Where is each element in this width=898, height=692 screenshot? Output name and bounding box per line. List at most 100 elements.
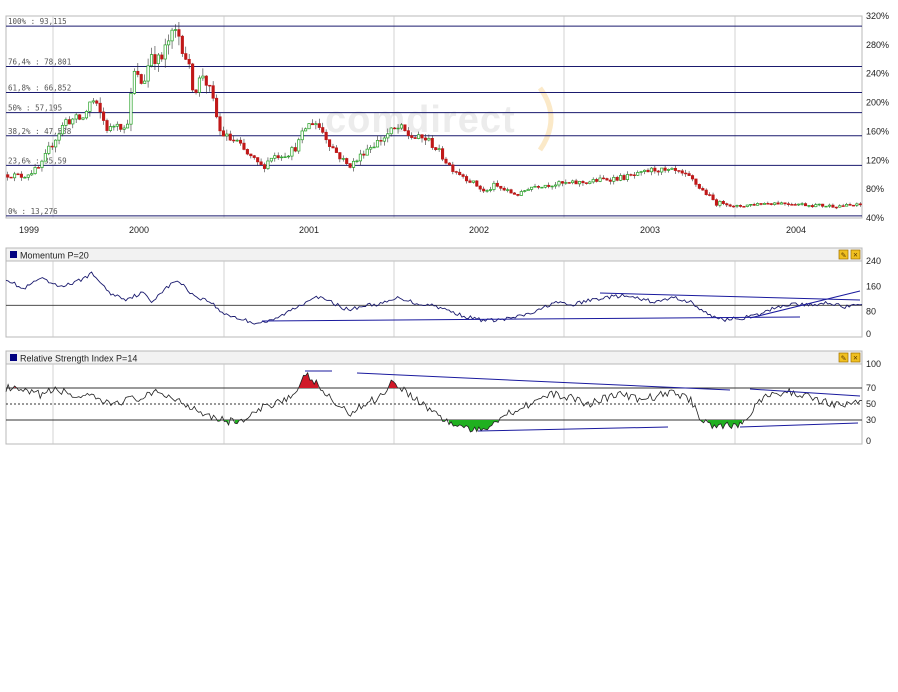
momentum-trendline-support xyxy=(261,316,801,322)
candle-down xyxy=(622,175,626,180)
candle-down xyxy=(242,142,246,150)
candle-down xyxy=(701,188,705,191)
candle-up xyxy=(355,160,359,163)
candle-down xyxy=(581,181,585,184)
momentum-edit-button[interactable]: ✎ xyxy=(838,249,849,260)
candle-up xyxy=(88,101,92,112)
candle-down xyxy=(831,204,835,208)
candle-up xyxy=(612,176,616,182)
price-grid xyxy=(52,16,736,218)
candle-down xyxy=(256,157,260,163)
candle-up xyxy=(666,169,671,171)
candle-up xyxy=(341,158,345,160)
rsi-edit-button[interactable]: ✎ xyxy=(838,352,849,363)
price-y-tick-label: 200% xyxy=(866,98,889,108)
candle-down xyxy=(468,180,472,183)
candle-down xyxy=(276,155,280,159)
candle-down xyxy=(338,152,342,160)
candle-down xyxy=(560,181,564,184)
candle-up xyxy=(129,93,133,125)
candle-down xyxy=(379,140,383,142)
momentum-trendline-rise xyxy=(749,290,861,319)
momentum-trendlines xyxy=(261,290,861,322)
candle-up xyxy=(112,125,116,128)
rsi-trendline-6 xyxy=(739,422,859,428)
rsi-y-axis: 100 70 50 30 0 xyxy=(866,359,881,446)
candle-up xyxy=(54,139,58,148)
candle-up xyxy=(91,100,95,103)
candle-up xyxy=(619,175,623,181)
candle-down xyxy=(215,97,219,118)
candle-down xyxy=(547,184,551,187)
candle-down xyxy=(776,202,780,205)
edit-icon: ✎ xyxy=(841,356,847,363)
rsi-overbought-zone xyxy=(389,380,398,388)
candle-down xyxy=(293,147,297,152)
candle-down xyxy=(153,54,157,64)
candle-down xyxy=(259,161,263,165)
candle-down xyxy=(841,205,845,207)
candle-down xyxy=(516,193,520,196)
chart-root: comdirect 100% : 93,115 76,4% : 78,801 61,… xyxy=(5,11,889,446)
rsi-overbought-zone xyxy=(299,372,319,388)
candle-up xyxy=(749,204,753,206)
candle-down xyxy=(601,177,606,180)
candle-up xyxy=(625,174,630,180)
candle-down xyxy=(574,180,578,185)
candle-down xyxy=(317,123,321,128)
rsi-oversold-zone xyxy=(235,420,240,424)
candle-up xyxy=(762,203,766,205)
candle-up xyxy=(492,182,496,190)
candle-down xyxy=(687,173,691,176)
close-icon: × xyxy=(853,251,858,260)
rsi-close-button[interactable]: × xyxy=(850,352,861,363)
candle-up xyxy=(557,181,561,186)
momentum-close-button[interactable]: × xyxy=(850,249,861,260)
candle-up xyxy=(122,127,126,130)
stock-chart: comdirect 100% : 93,115 76,4% : 78,801 61,… xyxy=(5,11,889,446)
candle-up xyxy=(351,160,356,168)
candle-up xyxy=(639,171,643,173)
candle-down xyxy=(406,130,410,136)
candle-up xyxy=(386,133,390,139)
fibonacci-label: 50% : 57,195 xyxy=(8,104,62,113)
candle-up xyxy=(13,173,17,179)
candle-up xyxy=(471,180,475,183)
candle-up xyxy=(81,117,85,120)
candle-up xyxy=(827,204,832,207)
candle-down xyxy=(595,179,599,182)
candlestick-series xyxy=(6,22,862,210)
candle-down xyxy=(708,194,712,196)
candle-up xyxy=(57,133,61,141)
candle-up xyxy=(530,186,534,190)
candle-down xyxy=(663,167,667,171)
candle-up xyxy=(773,202,777,205)
candle-up xyxy=(173,29,178,31)
candle-down xyxy=(848,204,852,206)
candle-down xyxy=(19,173,23,178)
candle-down xyxy=(464,176,469,182)
candle-up xyxy=(369,147,373,150)
candle-up xyxy=(838,205,842,208)
candle-up xyxy=(300,130,304,141)
candle-down xyxy=(348,163,352,168)
candle-up xyxy=(779,202,784,205)
candle-up xyxy=(554,184,558,187)
candle-down xyxy=(684,172,688,175)
candle-down xyxy=(482,188,486,192)
candle-down xyxy=(334,147,338,153)
candle-up xyxy=(564,182,568,184)
candle-down xyxy=(441,148,445,160)
candle-up xyxy=(588,181,592,184)
momentum-y-tick-label: 80 xyxy=(866,307,876,317)
candle-up xyxy=(375,140,380,148)
candle-up xyxy=(540,186,544,189)
candle-down xyxy=(180,35,184,54)
candle-down xyxy=(67,119,71,125)
candle-up xyxy=(115,123,119,127)
candle-down xyxy=(793,204,797,206)
candle-down xyxy=(714,199,719,206)
rsi-y-tick-label: 100 xyxy=(866,359,881,369)
candle-up xyxy=(170,29,174,42)
price-y-tick-label: 240% xyxy=(866,69,889,79)
